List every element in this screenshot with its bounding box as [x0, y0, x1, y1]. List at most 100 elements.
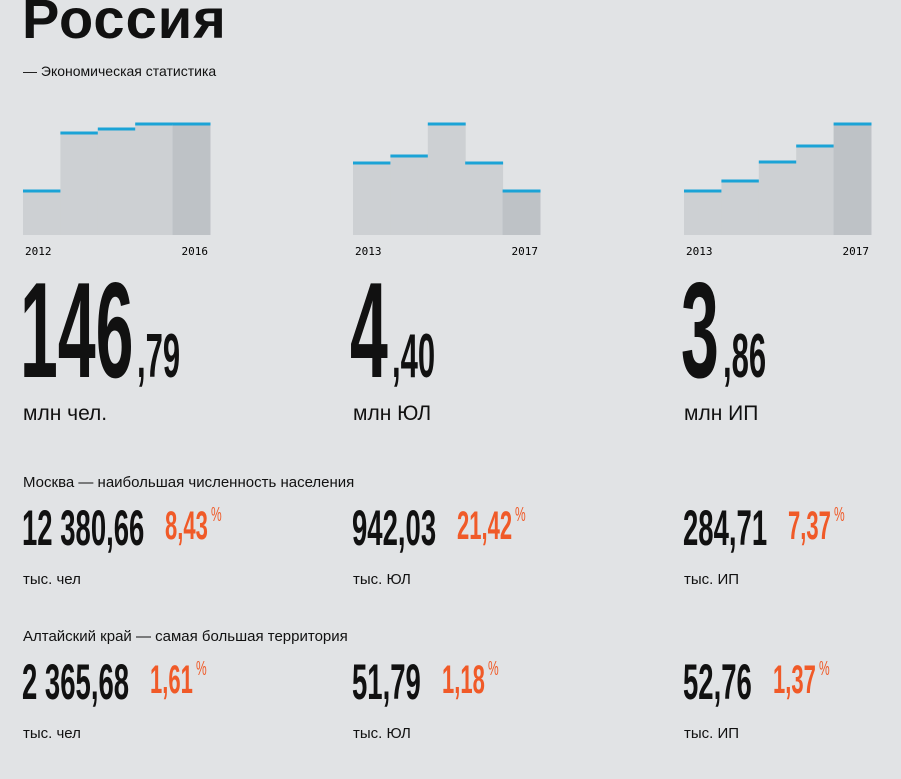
stat-share: 8,43	[165, 501, 243, 551]
stat-share: 1,61	[150, 655, 228, 705]
bar-top	[135, 122, 174, 126]
year-label: 2013	[355, 245, 382, 258]
stat-unit: тыс. ИП	[684, 725, 739, 742]
stat-pct-text: %	[515, 504, 526, 526]
stat-value: 12 380,66	[22, 498, 244, 558]
stat-unit: тыс. чел	[23, 725, 81, 742]
bar	[23, 191, 61, 235]
stat-unit-text: тыс. ЮЛ	[353, 725, 411, 742]
unit-text: млн чел.	[23, 402, 108, 425]
stat-share: 1,18	[442, 655, 520, 705]
stat-value-text: 52,76	[683, 654, 752, 710]
big-frac-text: ,86	[722, 322, 766, 391]
stat-value: 2 365,68	[22, 652, 217, 712]
bar	[97, 129, 136, 235]
stat-pct-text: %	[487, 658, 499, 680]
big-frac-text: ,40	[391, 322, 435, 391]
stat-unit-text: тыс. ИП	[684, 725, 740, 742]
stat-pct-text: %	[195, 658, 207, 680]
stat-share-text: 7,37	[788, 504, 831, 548]
bar	[465, 163, 504, 235]
bar-top	[23, 189, 61, 193]
stat-share-text: 1,18	[441, 658, 485, 702]
stat-pct: %	[515, 504, 533, 527]
stat-unit: тыс. ЮЛ	[353, 725, 411, 742]
stat-value: 942,03	[352, 498, 505, 558]
unit-text: млн ЮЛ	[353, 402, 432, 425]
stat-pct-text: %	[818, 658, 830, 680]
stat-share-text: 8,43	[165, 504, 209, 548]
stat-share-text: 1,61	[150, 658, 193, 702]
big-int-text: 146	[20, 254, 134, 406]
stat-pct: %	[834, 504, 852, 527]
section-title: Москва — наибольшая численность населени…	[23, 474, 354, 491]
stat-value-text: 942,03	[352, 500, 437, 556]
bar-top	[172, 122, 211, 126]
big-int: 146	[20, 262, 247, 398]
year-label: 2012	[25, 245, 52, 258]
bar-top	[758, 160, 797, 164]
bar-top	[353, 161, 391, 165]
stat-unit: тыс. ИП	[684, 571, 739, 588]
stat-pct-text: %	[833, 504, 845, 526]
bar	[353, 163, 391, 235]
section-title-text: Москва — наибольшая численность населени…	[23, 474, 355, 491]
bar-top	[60, 131, 99, 135]
bar-top	[465, 161, 504, 165]
bar	[758, 162, 797, 235]
bar-top	[390, 154, 429, 158]
stat-pct: %	[211, 504, 229, 527]
bar-top	[721, 179, 760, 183]
big-frac: ,86	[723, 326, 809, 388]
bar	[427, 124, 466, 235]
section-title-text: Алтайский край — самая большая территори…	[23, 628, 348, 645]
bar	[172, 124, 211, 235]
big-int: 3	[681, 262, 757, 398]
big-int-text: 4	[350, 254, 388, 406]
big-frac: ,79	[137, 326, 223, 388]
unit-text: млн ИП	[684, 402, 759, 425]
big-int-text: 3	[681, 254, 719, 406]
stat-unit-text: тыс. чел	[23, 571, 81, 588]
page-subtitle: — Экономическая статистика	[23, 63, 217, 79]
stat-unit: тыс. чел	[23, 571, 81, 588]
bar-top	[796, 144, 835, 148]
bar	[721, 181, 760, 235]
bar-top	[833, 122, 872, 126]
bar	[833, 124, 872, 235]
stat-unit-text: тыс. ЮЛ	[353, 571, 411, 588]
stat-pct: %	[196, 658, 214, 681]
stat-share-text: 1,37	[772, 658, 816, 702]
bar	[135, 124, 174, 235]
stat-unit-text: тыс. чел	[23, 725, 81, 742]
bar-top	[97, 127, 136, 131]
big-int: 4	[350, 262, 426, 398]
bar	[60, 133, 99, 235]
stat-value: 284,71	[683, 498, 836, 558]
stat-share: 7,37	[788, 501, 866, 551]
stat-share-text: 21,42	[457, 504, 513, 548]
stat-value-text: 51,79	[352, 654, 421, 710]
stat-value-text: 284,71	[683, 500, 768, 556]
big-frac-text: ,79	[137, 322, 181, 391]
page-title: Россия	[22, 0, 227, 50]
section-title: Алтайский край — самая большая территори…	[23, 628, 348, 645]
year-label: 2017	[512, 245, 539, 258]
stat-pct: %	[819, 658, 837, 681]
stat-unit: тыс. ЮЛ	[353, 571, 411, 588]
bar	[502, 191, 541, 235]
stat-share: 1,37	[773, 655, 851, 705]
bar-top	[427, 122, 466, 126]
stat-share: 21,42	[457, 501, 557, 551]
bar	[390, 156, 429, 235]
stat-value: 52,76	[683, 652, 808, 712]
stat-pct: %	[488, 658, 506, 681]
stat-unit-text: тыс. ИП	[684, 571, 740, 588]
big-frac: ,40	[392, 326, 478, 388]
bar-top	[502, 189, 541, 193]
year-label: 2017	[843, 245, 870, 258]
unit: млн чел.	[23, 402, 107, 426]
stat-pct-text: %	[211, 504, 222, 526]
charts: 2012 2016 2013 2017 2013 2017	[23, 122, 872, 258]
stat-value-text: 2 365,68	[22, 654, 130, 710]
